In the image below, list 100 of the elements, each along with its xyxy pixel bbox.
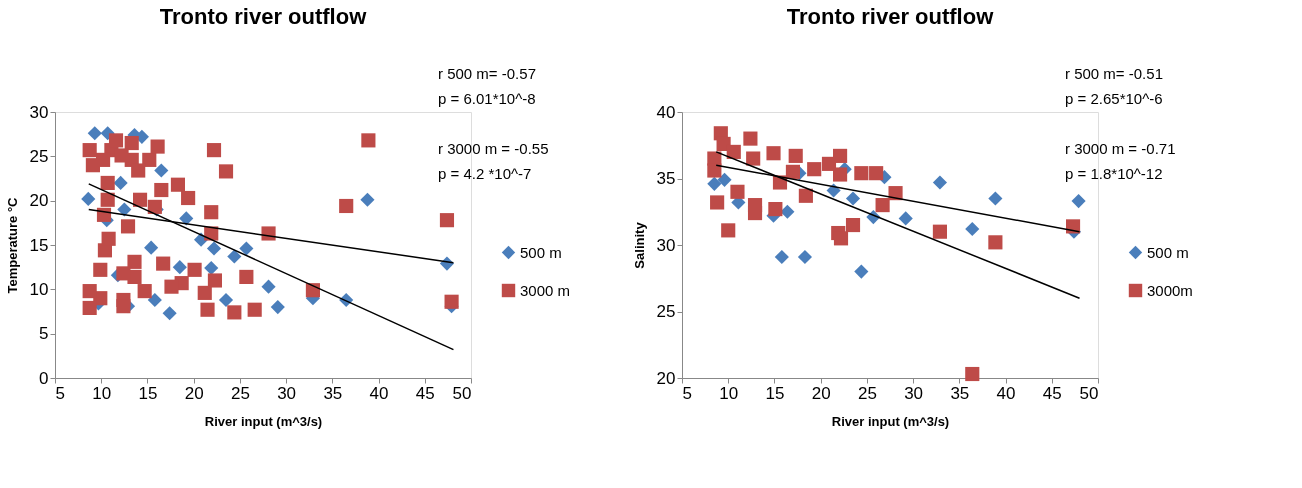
x-tick-label: 50 (1079, 383, 1099, 403)
y-tick-label: 35 (656, 169, 676, 188)
x-tick-label: 50 (452, 383, 472, 403)
point (439, 213, 455, 228)
point (116, 299, 131, 314)
point (206, 143, 222, 158)
point (360, 192, 375, 207)
point (187, 262, 202, 277)
point (144, 240, 159, 255)
point (833, 167, 848, 182)
point (988, 191, 1003, 206)
x-tick-label: 10 (719, 383, 739, 403)
point (965, 221, 980, 237)
y-tick-label: 30 (656, 235, 676, 255)
point (780, 204, 795, 219)
y-tick-label: 25 (656, 302, 676, 321)
point (239, 269, 254, 284)
point (270, 300, 285, 315)
point (932, 175, 947, 190)
point (898, 211, 913, 226)
x-tick-label: 40 (369, 383, 389, 403)
point (227, 249, 242, 264)
point (747, 206, 763, 221)
point (82, 300, 97, 316)
y-tick-label: 20 (29, 191, 49, 211)
point (82, 143, 97, 158)
legend-label: 3000 m (520, 281, 571, 299)
point (120, 219, 136, 234)
point (797, 249, 813, 265)
legend-label: 500 m (1147, 243, 1189, 261)
point (227, 305, 242, 320)
point (774, 249, 789, 265)
point (197, 285, 212, 300)
legend-label: 3000m (1147, 281, 1193, 299)
x-tick-label: 40 (996, 383, 1016, 403)
annotation: r 3000 m = -0.71 (1065, 140, 1176, 157)
point (142, 152, 157, 167)
legend-label: 500 m (520, 243, 562, 261)
point (721, 223, 736, 238)
y-tick-label: 30 (29, 102, 49, 122)
text: r 500 m= -0.57 (438, 65, 536, 82)
annotation: p = 4.2 *10^-7 (438, 165, 532, 182)
point (730, 184, 745, 199)
point (137, 284, 152, 299)
point (845, 191, 861, 206)
x-tick-label: 25 (857, 383, 877, 403)
point (124, 135, 139, 151)
point (766, 146, 781, 161)
point (204, 205, 219, 220)
x-tick-label: 35 (950, 383, 970, 403)
point (82, 284, 97, 299)
point (444, 294, 459, 309)
point (875, 198, 890, 213)
point (200, 302, 215, 317)
point (707, 176, 722, 191)
point (833, 231, 849, 246)
text: r 500 m= -0.51 (1065, 65, 1163, 82)
point (339, 198, 354, 214)
x-tick-label: 20 (811, 383, 831, 403)
point (100, 175, 115, 190)
y-axis-title: Temperature °C (4, 196, 20, 294)
text: p = 6.01*10^-8 (438, 90, 536, 107)
point (117, 202, 132, 217)
point (162, 306, 177, 321)
point (361, 133, 376, 148)
y-tick-label: 25 (29, 146, 49, 166)
point (116, 266, 131, 281)
point (206, 241, 222, 256)
y-axis-title: Salinity (631, 221, 647, 269)
point (101, 231, 116, 246)
point (743, 131, 758, 146)
x-tick-label: 20 (184, 383, 204, 403)
point (164, 279, 179, 294)
text: p = 2.65*10^-6 (1065, 90, 1163, 107)
x-tick-label: 15 (138, 383, 158, 403)
annotation: p = 1.8*10^-12 (1065, 165, 1163, 182)
point (207, 273, 222, 288)
point (154, 182, 169, 198)
point (114, 148, 129, 163)
point (247, 302, 262, 317)
point (798, 188, 813, 203)
point (239, 241, 254, 256)
point (96, 152, 111, 167)
point (726, 144, 741, 159)
point (932, 224, 947, 239)
point (833, 148, 848, 163)
point (807, 162, 822, 177)
x-tick-label: 25 (230, 383, 250, 403)
x-axis-title: River input (m^3/s) (204, 413, 323, 429)
y-tick-label: 0 (39, 368, 49, 388)
point (988, 235, 1003, 250)
point (869, 166, 884, 181)
point (204, 260, 219, 276)
chart-title: Tronto river outflow (786, 4, 995, 29)
point (785, 164, 800, 179)
point (854, 166, 869, 181)
y-tick-label: 15 (29, 235, 49, 255)
point (81, 191, 96, 206)
point (710, 195, 725, 210)
x-tick-label: 30 (904, 383, 924, 403)
